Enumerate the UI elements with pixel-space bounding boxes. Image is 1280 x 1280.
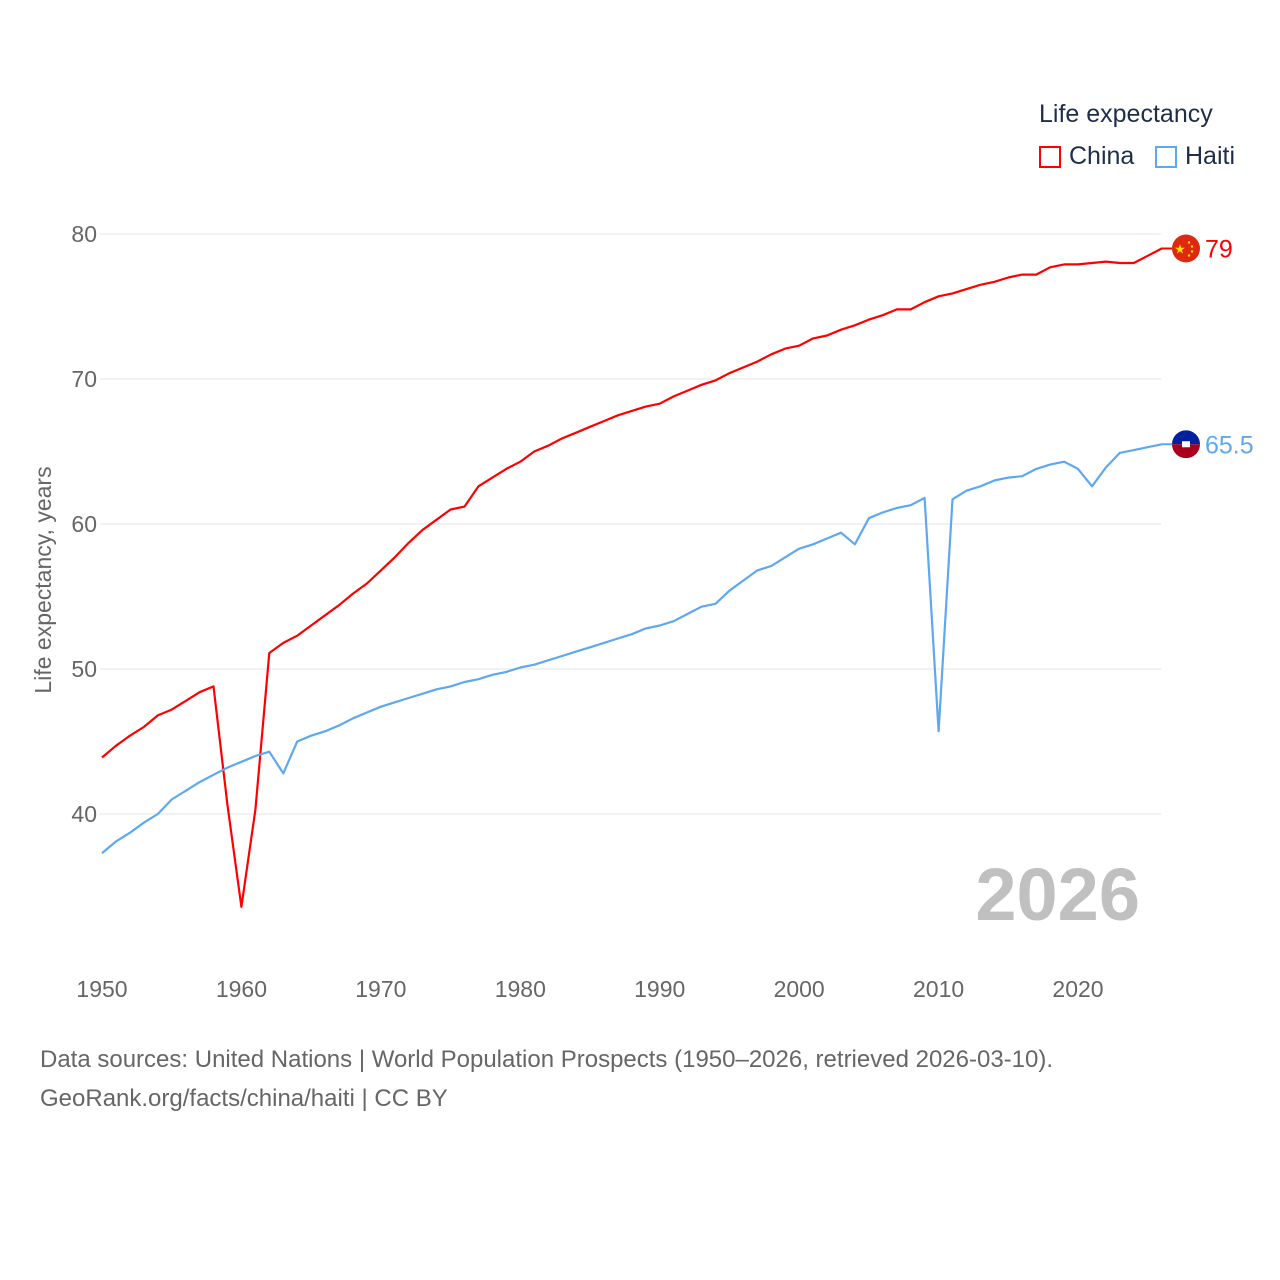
series-line-haiti — [101, 443, 1162, 855]
flag-icon-haiti — [1172, 430, 1200, 459]
legend-label-haiti: Haiti — [1185, 142, 1236, 170]
y-tick-label: 50 — [71, 656, 97, 682]
x-tick-label: 2010 — [913, 976, 964, 1002]
flag-icon-china: ★ — [1172, 234, 1200, 263]
series-line-china — [101, 247, 1163, 908]
end-label-haiti: 65.5 — [1205, 431, 1254, 459]
end-label-china: 79 — [1205, 236, 1233, 264]
legend-item-china[interactable]: China — [1039, 142, 1134, 171]
y-tick-label: 80 — [71, 221, 97, 247]
x-tick-label: 1960 — [216, 976, 267, 1002]
svg-text:★: ★ — [1174, 242, 1186, 257]
watermark-year: 2026 — [975, 853, 1140, 936]
x-tick-label: 1990 — [634, 976, 685, 1002]
x-tick-label: 2020 — [1052, 976, 1103, 1002]
x-tick-label: 1970 — [355, 976, 406, 1002]
y-axis-label: Life expectancy, years — [30, 466, 56, 693]
legend-swatch-haiti — [1155, 145, 1177, 168]
legend-label-china: China — [1069, 142, 1135, 170]
attribution-text: GeoRank.org/facts/china/haiti | CC BY — [40, 1085, 448, 1112]
y-tick-label: 70 — [71, 366, 97, 392]
x-tick-label: 1950 — [76, 976, 127, 1002]
data-source-text: Data sources: United Nations | World Pop… — [40, 1046, 1054, 1073]
x-tick-label: 1980 — [495, 976, 546, 1002]
legend-item-haiti[interactable]: Haiti — [1155, 142, 1235, 171]
y-tick-label: 40 — [71, 801, 97, 827]
y-tick-label: 60 — [71, 511, 97, 537]
legend-title: Life expectancy — [1039, 100, 1213, 128]
legend-swatch-china — [1039, 145, 1061, 168]
x-tick-label: 2000 — [774, 976, 825, 1002]
